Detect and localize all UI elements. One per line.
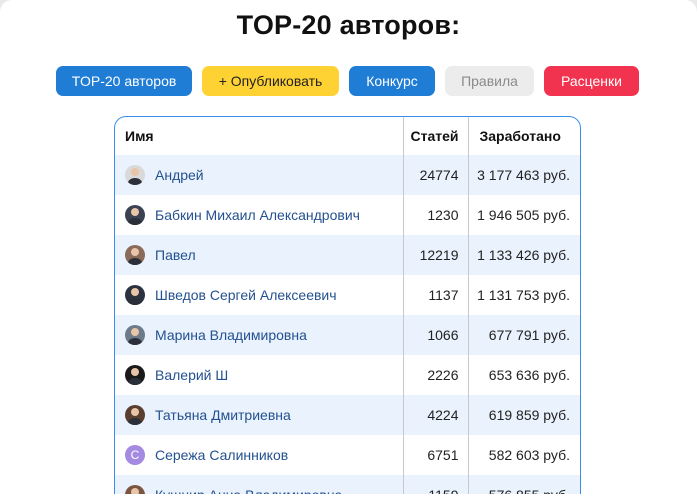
table-row: Кушнир Анна Владимировна 1159576 855 руб. — [115, 475, 580, 494]
table-row: Валерий Ш 2226 653 636 руб. — [115, 355, 580, 395]
author-cell: Валерий Ш — [115, 355, 403, 395]
articles-count: 2226 — [403, 355, 468, 395]
column-header-articles: Статей — [403, 117, 468, 155]
table-row: Андрей 24774 3 177 463 руб. — [115, 155, 580, 195]
user-photo-icon[interactable] — [125, 485, 145, 494]
articles-count: 6751 — [403, 435, 468, 475]
authors-table: Имя Статей Заработано Андрей 24774 3 177 4… — [115, 117, 580, 494]
earned-amount: 582 603 руб. — [468, 435, 580, 475]
author-name-link[interactable]: Марина Владимировна — [155, 327, 307, 343]
earned-amount: 653 636 руб. — [468, 355, 580, 395]
user-photo-icon[interactable] — [125, 245, 145, 265]
letter-avatar-icon[interactable]: С — [125, 445, 145, 465]
articles-count: 1159 — [403, 475, 468, 494]
author-cell: Павел — [115, 235, 403, 275]
table-row: Татьяна Дмитриевна 4224 619 859 руб. — [115, 395, 580, 435]
author-cell: Татьяна Дмитриевна — [115, 395, 403, 435]
table-row: Марина Владимировна 1066 677 791 руб. — [115, 315, 580, 355]
earned-amount: 619 859 руб. — [468, 395, 580, 435]
author-cell: Шведов Сергей Алексеевич — [115, 275, 403, 315]
table-row: Бабкин Михаил Александрович 1230 1 946 505… — [115, 195, 580, 235]
author-name-link[interactable]: Сережа Салинников — [155, 447, 288, 463]
author-name-link[interactable]: Шведов Сергей Алексеевич — [155, 287, 337, 303]
publish-button[interactable]: + Опубликовать — [202, 66, 339, 96]
contest-button[interactable]: Конкурс — [349, 66, 435, 96]
table-row: С Сережа Салинников 6751 582 603 руб. — [115, 435, 580, 475]
author-cell: Марина Владимировна — [115, 315, 403, 355]
author-name-link[interactable]: Андрей — [155, 167, 204, 183]
sketch-avatar-icon[interactable] — [125, 165, 145, 185]
author-name-link[interactable]: Кушнир Анна Владимировна — [155, 487, 342, 494]
author-name-link[interactable]: Валерий Ш — [155, 367, 228, 383]
articles-count: 1066 — [403, 315, 468, 355]
table-header-row: Имя Статей Заработано — [115, 117, 580, 155]
user-photo-icon[interactable] — [125, 205, 145, 225]
user-photo-icon[interactable] — [125, 325, 145, 345]
top20-button[interactable]: TOP-20 авторов — [56, 66, 192, 96]
author-name-link[interactable]: Павел — [155, 247, 196, 263]
earned-amount: 1 131 753 руб. — [468, 275, 580, 315]
author-name-link[interactable]: Бабкин Михаил Александрович — [155, 207, 360, 223]
earned-amount: 3 177 463 руб. — [468, 155, 580, 195]
earned-amount: 576 855 руб. — [468, 475, 580, 494]
user-photo-icon[interactable] — [125, 405, 145, 425]
rules-button[interactable]: Правила — [445, 66, 534, 96]
column-header-earned: Заработано — [468, 117, 580, 155]
authors-table-container: Имя Статей Заработано Андрей 24774 3 177 4… — [114, 116, 581, 494]
author-cell: С Сережа Салинников — [115, 435, 403, 475]
articles-count: 12219 — [403, 235, 468, 275]
earned-amount: 1 133 426 руб. — [468, 235, 580, 275]
prices-button[interactable]: Расценки — [544, 66, 639, 96]
author-cell: Бабкин Михаил Александрович — [115, 195, 403, 235]
table-row: Шведов Сергей Алексеевич 1137 1 131 753 ру… — [115, 275, 580, 315]
articles-count: 4224 — [403, 395, 468, 435]
articles-count: 1137 — [403, 275, 468, 315]
user-photo-icon[interactable] — [125, 365, 145, 385]
column-header-name: Имя — [115, 117, 403, 155]
user-photo-icon[interactable] — [125, 285, 145, 305]
earned-amount: 1 946 505 руб. — [468, 195, 580, 235]
author-name-link[interactable]: Татьяна Дмитриевна — [155, 407, 291, 423]
table-row: Павел 12219 1 133 426 руб. — [115, 235, 580, 275]
author-cell: Кушнир Анна Владимировна — [115, 475, 403, 494]
author-cell: Андрей — [115, 155, 403, 195]
page-title: TOP-20 авторов: — [0, 10, 697, 41]
earned-amount: 677 791 руб. — [468, 315, 580, 355]
articles-count: 24774 — [403, 155, 468, 195]
articles-count: 1230 — [403, 195, 468, 235]
